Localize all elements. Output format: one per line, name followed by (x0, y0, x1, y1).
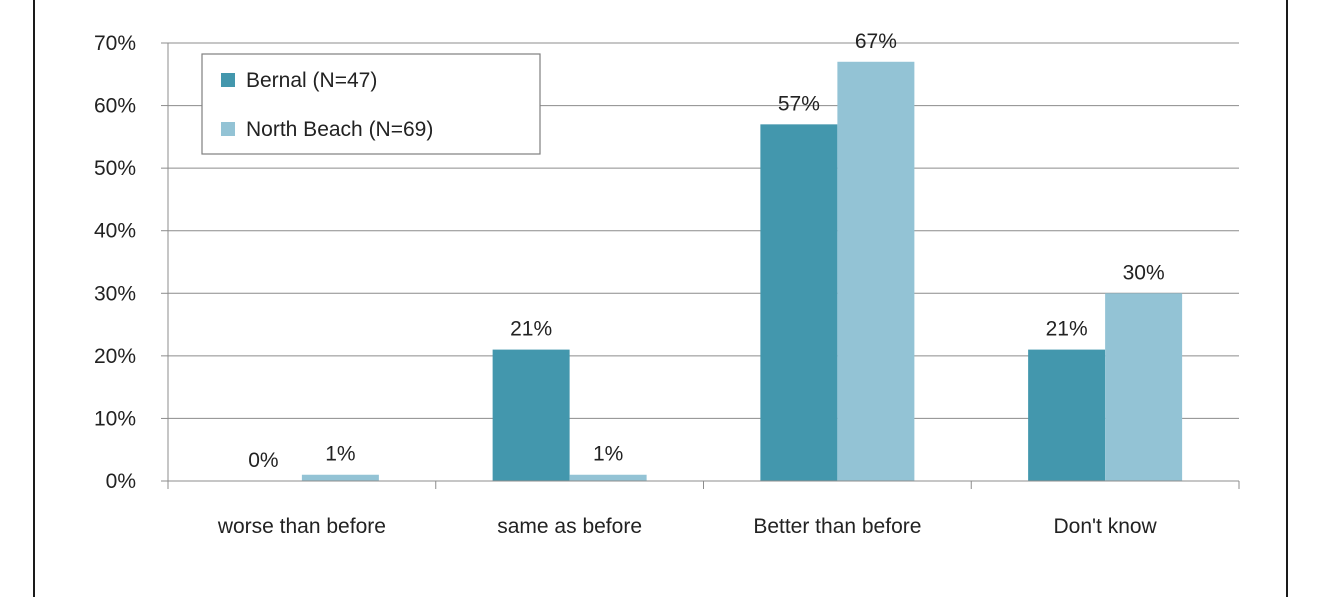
bar (492, 349, 570, 481)
bar (301, 474, 379, 481)
x-tick-label: Better than before (753, 515, 921, 538)
x-tick-label: Don't know (1054, 515, 1158, 538)
bar (1105, 293, 1183, 481)
data-labels: 0% 1% 21% 1% 57% 67% 21% 30% (248, 30, 1164, 472)
x-axis: worse than before same as before Better th… (167, 480, 1240, 538)
data-label: 1% (593, 443, 623, 466)
bar (760, 124, 838, 481)
chart-frame (33, 0, 1288, 597)
y-tick-label: 50% (94, 157, 136, 180)
y-tick-label: 20% (94, 345, 136, 368)
y-tick-label: 0% (106, 470, 136, 493)
bars (301, 61, 1183, 482)
legend-swatch-north-beach (221, 122, 235, 136)
y-tick-label: 60% (94, 95, 136, 118)
data-label: 1% (325, 443, 355, 466)
bar (837, 61, 915, 482)
x-tick-label: worse than before (217, 515, 386, 538)
data-label: 57% (778, 92, 820, 115)
x-tick-label: same as before (497, 515, 642, 538)
y-tick-label: 70% (94, 32, 136, 55)
data-label: 67% (855, 30, 897, 53)
legend-box (201, 53, 541, 155)
bar (1028, 349, 1106, 481)
y-tick-label: 10% (94, 407, 136, 430)
legend: Bernal (N=47) North Beach (N=69) (201, 53, 541, 155)
data-label: 21% (1046, 318, 1088, 341)
y-axis: 0% 10% 20% 30% 40% 50% 60% 70% (94, 32, 169, 493)
data-label: 30% (1123, 261, 1165, 284)
legend-swatch-bernal (221, 73, 235, 87)
bar (569, 474, 647, 481)
data-label: 0% (248, 449, 278, 472)
legend-label-bernal: Bernal (N=47) (246, 69, 377, 92)
y-tick-label: 30% (94, 282, 136, 305)
legend-label-north-beach: North Beach (N=69) (246, 118, 433, 141)
y-tick-label: 40% (94, 220, 136, 243)
data-label: 21% (510, 318, 552, 341)
